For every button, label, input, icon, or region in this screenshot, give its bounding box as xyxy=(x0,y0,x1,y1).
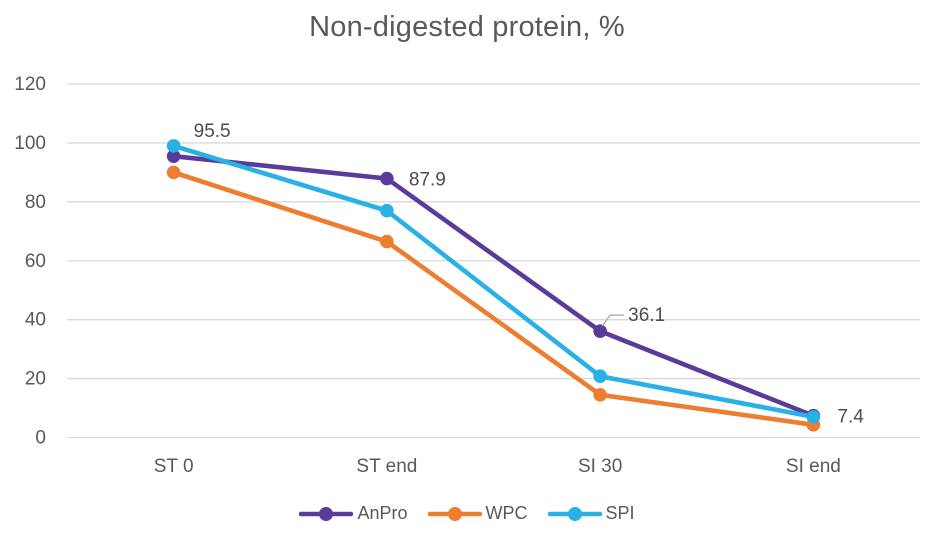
legend-series-marker-icon xyxy=(427,506,482,521)
data-point-spi xyxy=(166,139,181,153)
data-label: 36.1 xyxy=(628,305,665,326)
y-tick-label: 100 xyxy=(14,133,46,154)
legend-circle-marker xyxy=(319,506,334,521)
data-point-spi xyxy=(806,410,821,424)
legend: AnPro WPC SPI xyxy=(0,503,934,524)
legend-item-anpro: AnPro xyxy=(299,503,408,524)
series-line-wpc xyxy=(171,170,816,428)
y-tick-label: 20 xyxy=(25,369,46,390)
y-tick-label: 40 xyxy=(25,310,46,331)
x-category-label: SI end xyxy=(786,456,841,477)
y-tick-label: 120 xyxy=(14,74,46,95)
data-label: 95.5 xyxy=(194,121,231,142)
y-tick-label: 60 xyxy=(25,251,46,272)
data-point-anpro xyxy=(380,171,394,186)
data-label: 7.4 xyxy=(837,407,864,428)
data-label: 87.9 xyxy=(409,170,446,191)
series-line-anpro xyxy=(171,153,816,419)
data-point-wpc xyxy=(380,234,394,249)
legend-item-spi: SPI xyxy=(547,503,635,524)
data-point-wpc xyxy=(593,387,607,402)
legend-label: AnPro xyxy=(357,503,408,523)
legend-label: WPC xyxy=(485,503,528,523)
y-tick-label: 80 xyxy=(25,192,46,213)
data-point-spi xyxy=(593,369,607,384)
series-line-spi xyxy=(171,143,816,420)
legend-series-marker-icon xyxy=(299,506,354,521)
data-point-anpro xyxy=(166,149,181,163)
y-tick-label: 0 xyxy=(35,428,46,449)
legend-item-wpc: WPC xyxy=(427,503,528,524)
data-point-wpc xyxy=(166,165,181,180)
legend-circle-marker xyxy=(567,506,582,521)
data-label-leader-line xyxy=(601,314,625,327)
x-category-label: SI 30 xyxy=(578,456,622,477)
legend-series-marker-icon xyxy=(547,506,602,521)
x-category-label: ST 0 xyxy=(154,456,194,477)
data-point-anpro xyxy=(593,324,607,338)
x-category-label: ST end xyxy=(356,456,417,477)
data-point-spi xyxy=(380,203,394,218)
legend-label: SPI xyxy=(605,503,635,523)
legend-circle-marker xyxy=(447,506,462,521)
chart-title: Non-digested protein, % xyxy=(309,11,625,43)
